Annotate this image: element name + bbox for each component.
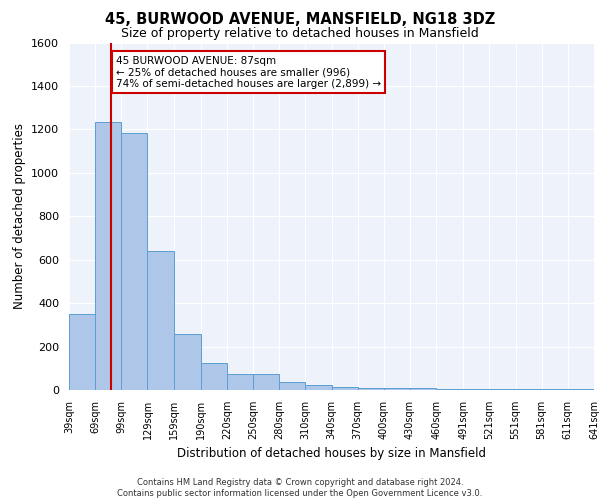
- Bar: [253, 374, 279, 390]
- Bar: [331, 386, 358, 390]
- Bar: [490, 389, 515, 390]
- Bar: [436, 389, 463, 390]
- Bar: [384, 388, 410, 390]
- Bar: [95, 122, 121, 390]
- Bar: [463, 389, 490, 390]
- Bar: [568, 389, 594, 390]
- Bar: [173, 334, 200, 390]
- Text: Contains HM Land Registry data © Crown copyright and database right 2024.
Contai: Contains HM Land Registry data © Crown c…: [118, 478, 482, 498]
- Bar: [542, 389, 568, 390]
- Bar: [358, 388, 384, 390]
- Bar: [410, 388, 436, 390]
- Bar: [200, 363, 227, 390]
- Bar: [148, 251, 173, 390]
- Y-axis label: Number of detached properties: Number of detached properties: [13, 123, 26, 309]
- Text: 45, BURWOOD AVENUE, MANSFIELD, NG18 3DZ: 45, BURWOOD AVENUE, MANSFIELD, NG18 3DZ: [105, 12, 495, 26]
- Bar: [227, 374, 253, 390]
- Bar: [69, 314, 95, 390]
- Text: 45 BURWOOD AVENUE: 87sqm
← 25% of detached houses are smaller (996)
74% of semi-: 45 BURWOOD AVENUE: 87sqm ← 25% of detach…: [116, 56, 381, 88]
- Bar: [279, 382, 305, 390]
- Bar: [305, 384, 331, 390]
- Bar: [121, 132, 148, 390]
- Bar: [515, 389, 542, 390]
- X-axis label: Distribution of detached houses by size in Mansfield: Distribution of detached houses by size …: [177, 448, 486, 460]
- Text: Size of property relative to detached houses in Mansfield: Size of property relative to detached ho…: [121, 28, 479, 40]
